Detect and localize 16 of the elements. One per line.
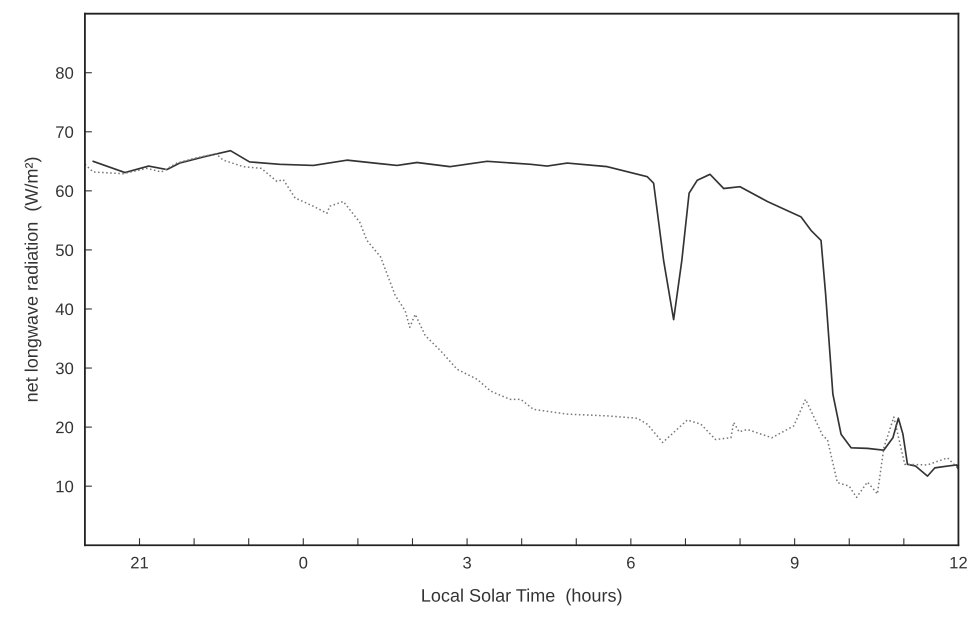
y-tick-label: 10 [56, 480, 74, 492]
x-tick-label: 0 [299, 556, 308, 569]
x-tick-label: 6 [627, 556, 635, 569]
y-tick-label: 40 [56, 303, 74, 316]
x-tick-label: 12 [950, 556, 967, 568]
y-tick-label: 80 [56, 67, 74, 79]
y-tick-label: 20 [56, 422, 74, 434]
x-tick-label: 9 [790, 556, 798, 569]
y-tick-label: 60 [56, 185, 74, 198]
x-axis-title: Local Solar Time (hours) [422, 588, 622, 606]
y-tick-label: 30 [56, 362, 74, 374]
y-axis-title: net longwave radiation (W/m²) [24, 158, 42, 402]
x-tick-label: 3 [463, 556, 471, 569]
y-tick-label: 50 [56, 244, 74, 256]
y-tick-label: 70 [56, 126, 74, 138]
x-tick-label: 21 [131, 556, 148, 568]
